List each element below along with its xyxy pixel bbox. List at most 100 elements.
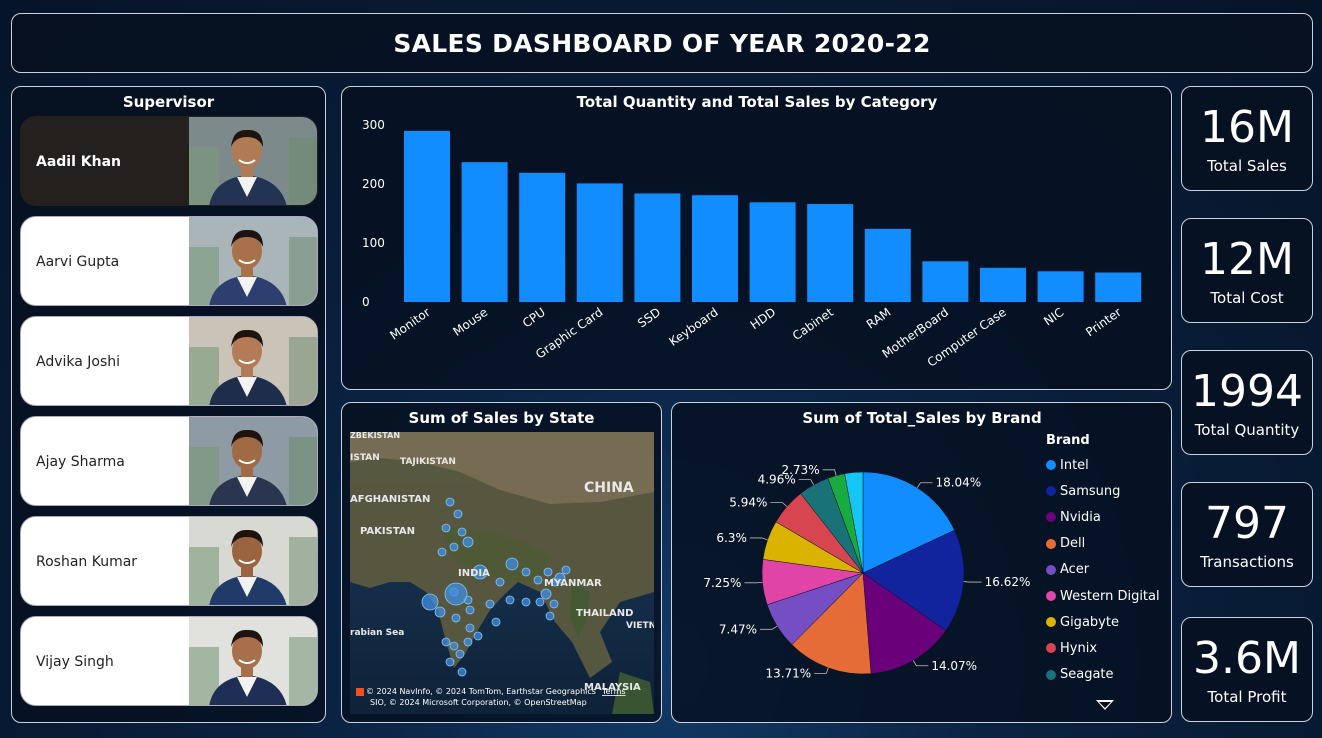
map-bubble[interactable] [434, 606, 446, 618]
bar[interactable] [1095, 272, 1142, 303]
pie-slice[interactable] [862, 471, 955, 574]
pie-slice[interactable] [862, 572, 947, 674]
map-place-label: rabian Sea [350, 628, 404, 638]
bar[interactable] [922, 261, 969, 302]
supervisor-name: Roshan Kumar [36, 554, 138, 570]
map-bubble[interactable] [561, 565, 571, 575]
map-bubble[interactable] [554, 572, 566, 584]
map-bubble[interactable] [533, 575, 543, 585]
map-bubble[interactable] [444, 582, 468, 606]
map-bubble[interactable] [491, 617, 501, 627]
legend-item[interactable]: Dell [1046, 531, 1160, 557]
map-attribution-1: © 2024 NavInfo, © 2024 TomTom, Earthstar… [366, 687, 596, 696]
supervisor-card[interactable]: Ajay Sharma [20, 416, 318, 506]
pie-leader-line [963, 581, 982, 583]
pie-leader-line [770, 502, 788, 507]
kpi-total-cost: 12M Total Cost [1181, 218, 1313, 323]
pie-leader-line [814, 667, 829, 674]
legend-item[interactable]: Hynix [1046, 635, 1160, 661]
bar[interactable] [692, 195, 738, 302]
legend-item[interactable]: Intel [1046, 452, 1160, 478]
map-bubble[interactable] [535, 597, 545, 607]
map-bubble[interactable] [505, 557, 519, 571]
x-tick-label: Mouse [450, 305, 490, 339]
map-bubble[interactable] [485, 599, 495, 609]
map-bubble[interactable] [445, 497, 455, 507]
map-terms-link[interactable]: Terms [601, 687, 626, 696]
map-bubble[interactable] [465, 605, 475, 615]
pie-slice[interactable] [791, 572, 872, 675]
supervisor-card[interactable]: Aarvi Gupta [20, 216, 318, 306]
map-place-label: CHINA [584, 480, 634, 496]
pie-slice[interactable] [862, 529, 965, 631]
bar[interactable] [576, 183, 623, 302]
bar-chart-title: Total Quantity and Total Sales by Catego… [577, 93, 938, 111]
map-bubble[interactable] [421, 593, 439, 611]
pie-leader-line [822, 469, 837, 476]
map-bubble[interactable] [543, 567, 553, 577]
map-bubble[interactable] [441, 637, 451, 647]
legend-item[interactable]: Seagate [1046, 662, 1160, 688]
kpi-label: Transactions [1200, 553, 1294, 571]
map-bubble[interactable] [451, 613, 461, 623]
supervisor-panel: Supervisor Aadil Khan Aarvi Gupta Advika J… [11, 86, 326, 723]
map-bubble[interactable] [462, 536, 474, 548]
bar[interactable] [749, 202, 796, 302]
map-canvas[interactable]: ZBEKISTAN TAJIKISTAN ISTAN AFGHANISTAN CHINA… [350, 432, 654, 714]
map-bubble[interactable] [455, 649, 465, 659]
page-title: SALES DASHBOARD OF YEAR 2020-22 [393, 28, 931, 58]
x-tick-label: Printer [1083, 305, 1124, 339]
map-bubble[interactable] [445, 657, 455, 667]
supervisor-card[interactable]: Advika Joshi [20, 316, 318, 406]
legend-label: Hynix [1060, 640, 1098, 656]
bar[interactable] [519, 172, 566, 302]
map-place-label: PAKISTAN [360, 526, 415, 537]
title-bar: SALES DASHBOARD OF YEAR 2020-22 [11, 13, 1313, 73]
kpi-total-sales: 16M Total Sales [1181, 86, 1313, 191]
map-bubble[interactable] [437, 547, 447, 557]
map-bubble[interactable] [545, 611, 555, 621]
map-bubble[interactable] [495, 577, 505, 587]
map-bubble[interactable] [473, 631, 483, 641]
map-bubble[interactable] [441, 523, 451, 533]
legend-item[interactable]: Nvidia [1046, 504, 1160, 530]
legend-scroll-down-icon[interactable] [1096, 700, 1114, 710]
map-bubble[interactable] [465, 623, 475, 633]
map-bubble[interactable] [449, 641, 459, 651]
microsoft-logo-icon [356, 688, 364, 696]
map-bubble[interactable] [457, 527, 467, 537]
kpi-value: 16M [1200, 102, 1294, 153]
supervisor-card[interactable]: Vijay Singh [20, 616, 318, 706]
bar[interactable] [864, 228, 911, 302]
pie-slice[interactable] [844, 471, 864, 574]
pie-data-label: 5.94% [729, 496, 767, 510]
bar[interactable] [980, 267, 1026, 302]
pie-data-label: 18.04% [935, 476, 981, 490]
bar[interactable] [461, 162, 508, 302]
map-bubble[interactable] [457, 667, 467, 677]
bar[interactable] [807, 204, 854, 302]
map-bubble[interactable] [521, 597, 531, 607]
map-bubble[interactable] [449, 542, 459, 552]
bar[interactable] [1037, 271, 1084, 302]
map-bubble[interactable] [505, 595, 515, 605]
map-bubble[interactable] [463, 637, 473, 647]
map-bubble[interactable] [472, 564, 488, 580]
map-bubble[interactable] [540, 588, 552, 600]
map-bubble[interactable] [453, 509, 463, 519]
pie-data-label: 6.3% [716, 531, 747, 545]
map-bubble[interactable] [549, 599, 559, 609]
legend-item[interactable]: Gigabyte [1046, 609, 1160, 635]
category-bar-chart: Total Quantity and Total Sales by Catego… [341, 86, 1172, 390]
legend-item[interactable]: Acer [1046, 557, 1160, 583]
x-tick-label: NIC [1041, 305, 1066, 328]
bar[interactable] [634, 193, 681, 302]
pie-chart-title: Sum of Total_Sales by Brand [802, 409, 1041, 427]
map-bubble[interactable] [521, 567, 531, 577]
bar[interactable] [404, 130, 450, 302]
y-tick-label: 100 [362, 236, 385, 250]
legend-item[interactable]: Western Digital [1046, 583, 1160, 609]
supervisor-card[interactable]: Roshan Kumar [20, 516, 318, 606]
supervisor-card[interactable]: Aadil Khan [20, 116, 318, 206]
legend-item[interactable]: Samsung [1046, 478, 1160, 504]
